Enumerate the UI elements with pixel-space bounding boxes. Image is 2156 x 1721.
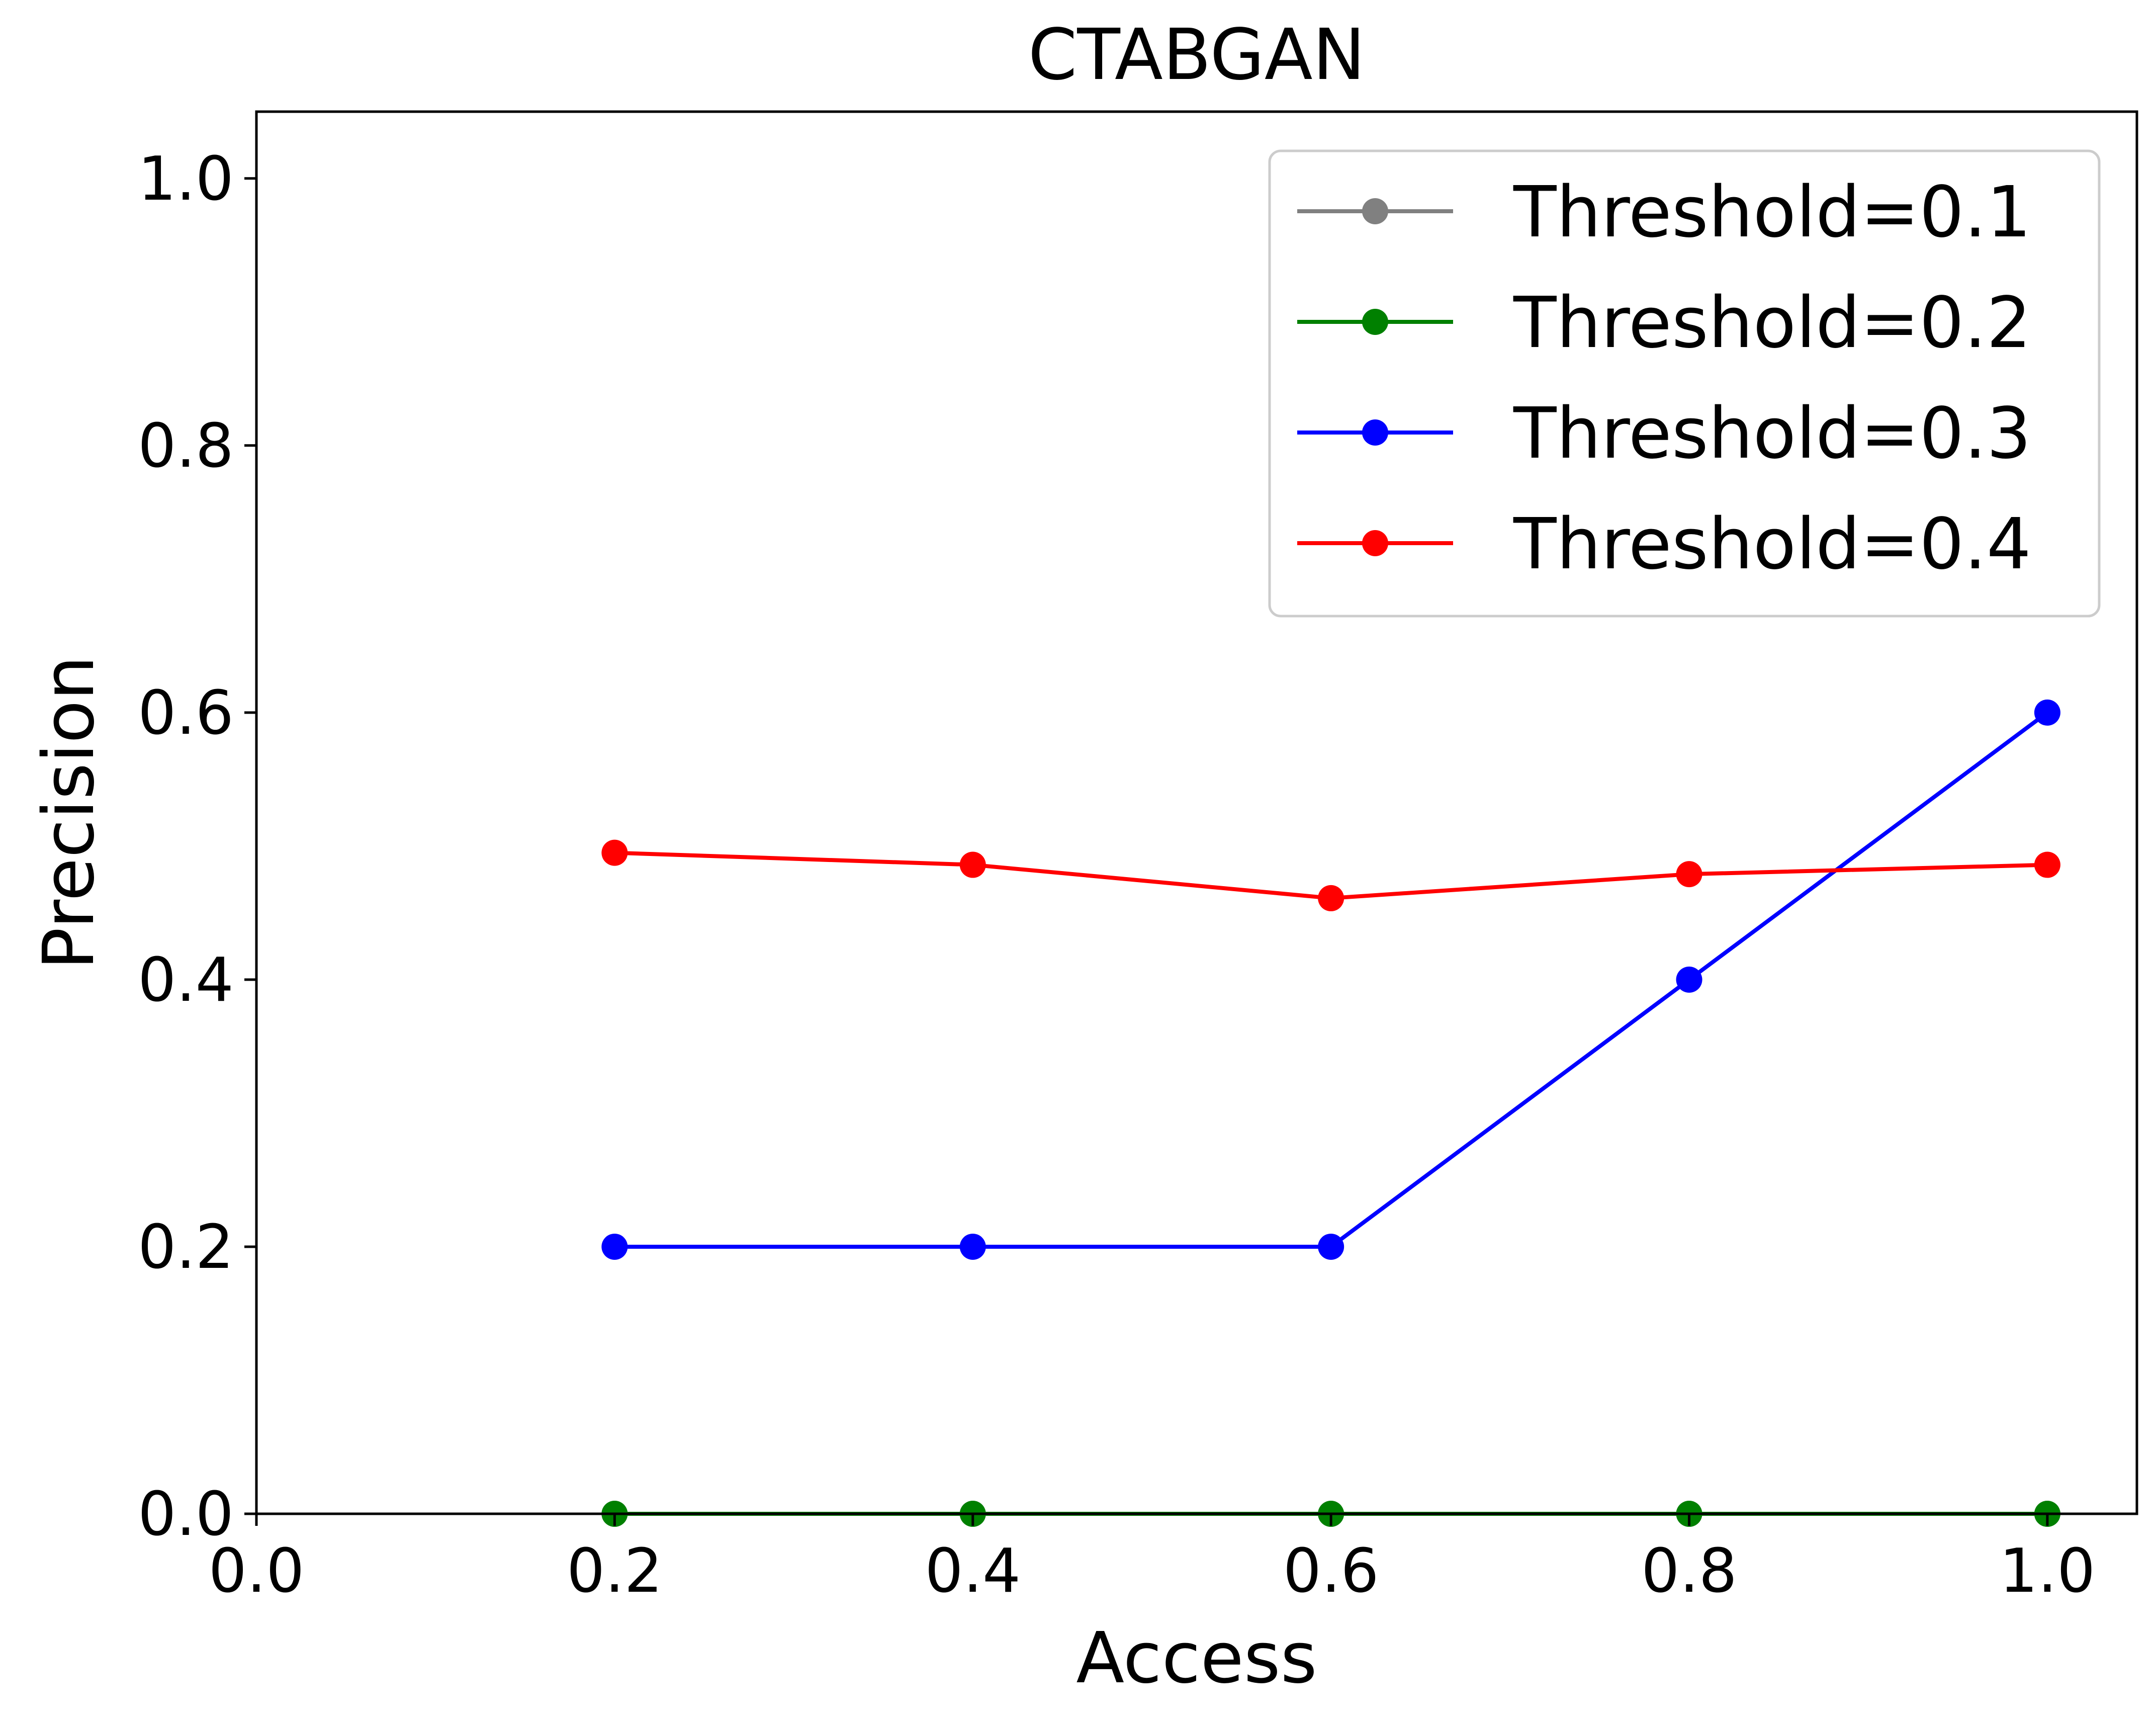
y-tick-label: 0.2 <box>138 1213 234 1282</box>
y-tick-label: 0.4 <box>138 945 234 1015</box>
plot-frame <box>255 110 2138 1515</box>
x-tick-label: 0.6 <box>1283 1536 1379 1606</box>
data-point <box>1318 885 1344 911</box>
legend-entry: Threshold=0.3 <box>1297 393 2031 475</box>
x-tick-label: 0.0 <box>209 1536 305 1606</box>
chart-title: CTABGAN <box>1028 14 1366 96</box>
y-tick-label: 1.0 <box>138 144 234 214</box>
data-point <box>2034 699 2060 726</box>
legend-label: Threshold=0.4 <box>1513 503 2031 585</box>
x-tick-label: 0.2 <box>567 1536 663 1606</box>
legend-entry: Threshold=0.2 <box>1297 282 2031 364</box>
legend: Threshold=0.1 Threshold=0.2 Threshold=0.3 T… <box>1268 149 2101 618</box>
legend-entry: Threshold=0.4 <box>1297 503 2031 585</box>
y-tick-label: 0.8 <box>138 411 234 481</box>
y-tick-label: 0.0 <box>138 1480 234 1550</box>
legend-marker <box>1362 198 1388 224</box>
data-point <box>959 1233 986 1260</box>
ticks-layer: 0.0 0.2 0.4 0.6 0.8 1.0 0.0 0.2 0.4 0.6 0.8 1.0 <box>138 144 2095 1606</box>
y-axis-label: Precision <box>28 656 110 970</box>
legend-marker <box>1362 309 1388 335</box>
legend-marker <box>1362 530 1388 556</box>
x-axis-label: Access <box>1076 1617 1317 1699</box>
y-tick-label: 0.6 <box>138 678 234 748</box>
x-tick-label: 1.0 <box>1999 1536 2095 1606</box>
data-point <box>1676 861 1702 888</box>
legend-marker <box>1362 419 1388 446</box>
legend-box <box>1268 149 2101 618</box>
data-point <box>2034 851 2060 878</box>
data-point <box>601 839 628 866</box>
series-4 <box>601 839 2060 911</box>
legend-label: Threshold=0.1 <box>1513 171 2031 253</box>
series-3 <box>601 699 2060 1260</box>
x-tick-label: 0.4 <box>925 1536 1021 1606</box>
legend-entry: Threshold=0.1 <box>1297 171 2031 253</box>
data-point <box>601 1233 628 1260</box>
data-point <box>959 851 986 878</box>
legend-label: Threshold=0.2 <box>1513 282 2031 364</box>
x-tick-label: 0.8 <box>1641 1536 1737 1606</box>
data-point <box>1676 966 1702 993</box>
axes-layer <box>255 110 2138 1515</box>
legend-label: Threshold=0.3 <box>1513 393 2031 475</box>
data-point <box>1318 1233 1344 1260</box>
